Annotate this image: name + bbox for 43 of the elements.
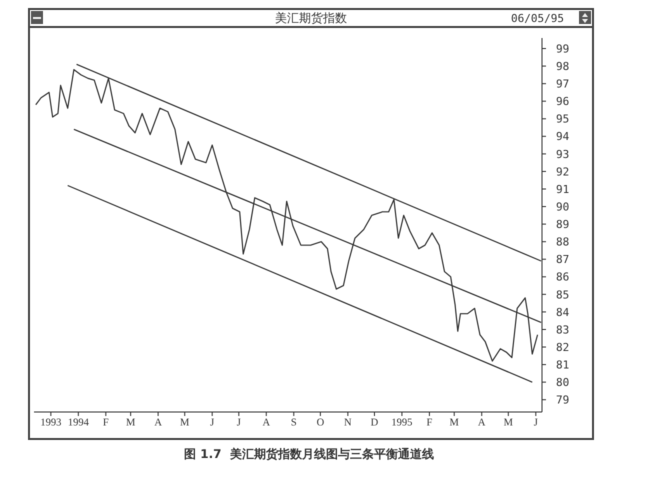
x-tick-label: O <box>316 417 325 428</box>
x-tick-label: 1993 <box>40 417 62 428</box>
y-tick-label: 91 <box>556 182 570 196</box>
x-tick-label: F <box>426 417 432 428</box>
x-tick-label: M <box>180 417 190 428</box>
x-tick-label: A <box>262 417 270 428</box>
y-tick-label: 82 <box>556 340 570 354</box>
y-tick-label: 79 <box>556 394 570 407</box>
x-tick-label: 1995 <box>391 417 412 428</box>
x-tick-label: S <box>290 417 297 428</box>
x-tick-label: J <box>210 417 214 428</box>
chart-subtitle: 06/05/95 <box>511 12 564 24</box>
y-tick-label: 89 <box>556 218 570 232</box>
y-tick-label: 92 <box>556 165 570 178</box>
x-tick-label: 1994 <box>68 417 90 428</box>
y-tick-label: 81 <box>556 358 570 372</box>
x-tick-label: F <box>102 417 109 428</box>
y-tick-label: 86 <box>556 270 570 284</box>
y-tick-label: 80 <box>556 376 570 390</box>
y-tick-label: 99 <box>556 42 570 56</box>
x-tick-label: M <box>504 417 514 428</box>
y-tick-label: 90 <box>556 200 570 214</box>
y-tick-label: 98 <box>556 60 570 73</box>
y-tick-label: 83 <box>556 323 570 336</box>
y-tick-label: 84 <box>556 306 570 319</box>
y-tick-label: 93 <box>556 148 570 161</box>
chart-title: 美汇期货指数 <box>275 10 347 24</box>
y-tick-label: 87 <box>556 253 570 266</box>
x-tick-label: J <box>236 417 241 428</box>
x-tick-label: J <box>534 417 538 428</box>
y-tick-label: 97 <box>556 78 570 91</box>
x-tick-label: D <box>370 417 379 428</box>
x-tick-label: N <box>344 417 352 428</box>
x-tick-label: M <box>450 417 460 428</box>
caption: 图 1.7 美汇期货指数月线图与三条平衡通道线 <box>183 446 435 463</box>
y-tick-label: 88 <box>556 236 570 249</box>
y-tick-label: 94 <box>556 130 570 144</box>
y-tick-label: 85 <box>556 288 570 302</box>
x-tick-label: A <box>478 417 486 428</box>
x-tick-label: M <box>126 417 136 428</box>
y-tick-label: 96 <box>556 95 570 108</box>
y-tick-label: 95 <box>556 112 570 126</box>
x-tick-label: A <box>154 417 162 428</box>
